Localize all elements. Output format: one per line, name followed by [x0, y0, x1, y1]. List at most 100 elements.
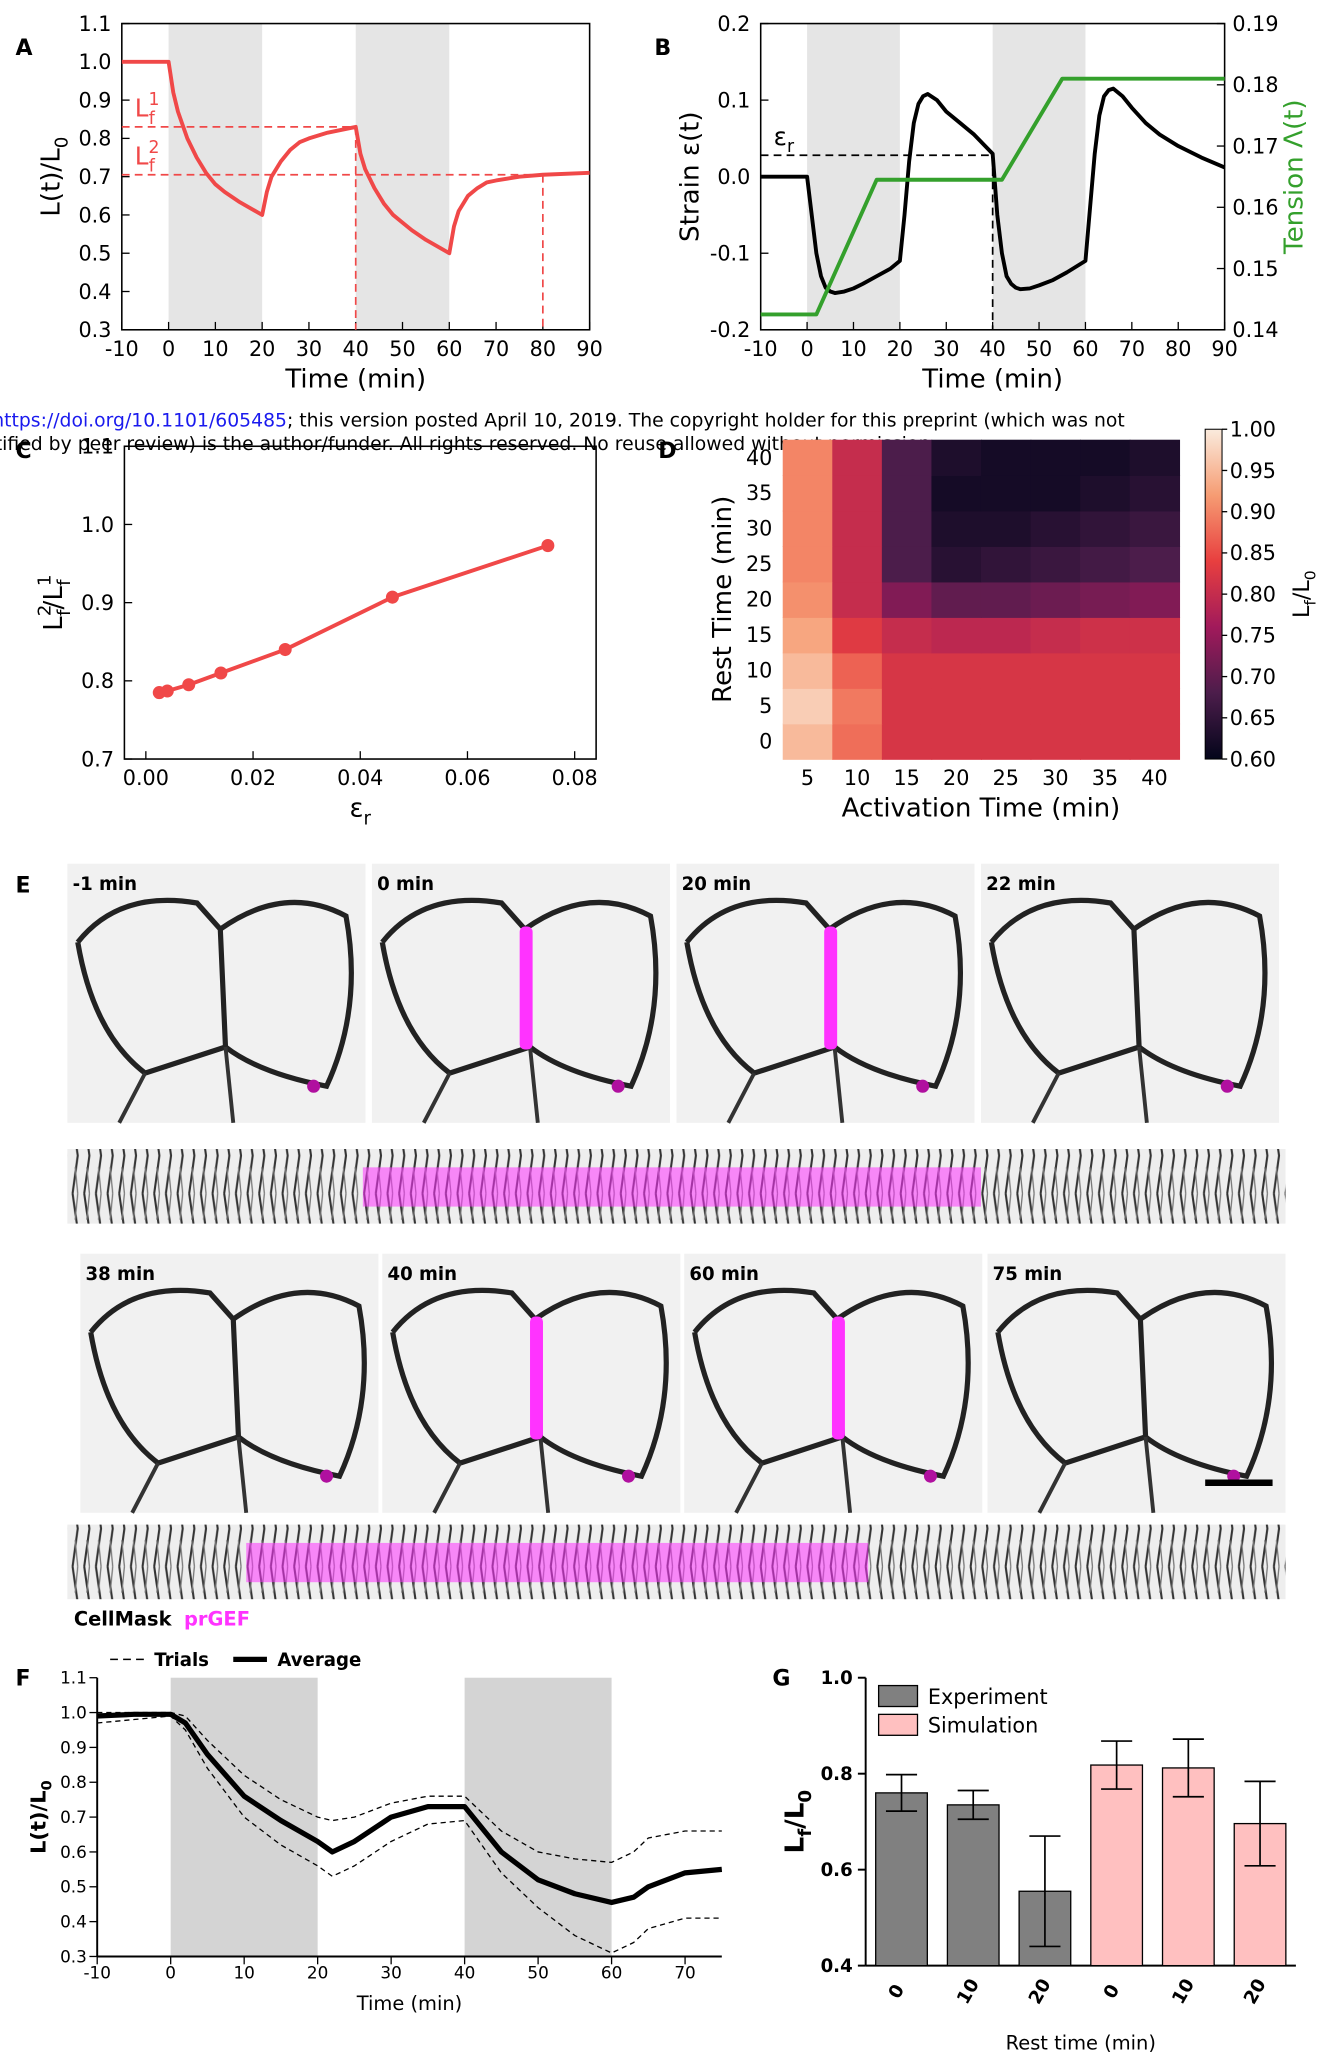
heatmap-cell [1080, 617, 1131, 654]
heatmap-cell [832, 688, 883, 725]
heatmap-cell [881, 723, 933, 760]
cell-outline [1132, 899, 1268, 1090]
reference-label: εr [774, 122, 795, 158]
puncta [1220, 1079, 1234, 1093]
panel-label: G [772, 1665, 790, 1691]
microscopy-frame [980, 863, 1280, 1124]
data-point [278, 643, 292, 657]
x-tick-label: -10 [744, 337, 778, 361]
cell-outline [523, 899, 659, 1090]
doi-link[interactable]: https://doi.org/10.1101/605485 [0, 410, 287, 432]
cell-outline [231, 1289, 367, 1480]
notice-text: ; this version posted April 10, 2019. Th… [287, 410, 1125, 432]
heatmap-cell [931, 652, 982, 689]
heatmap-cell [782, 723, 834, 760]
frame-time: 60 min [689, 1264, 759, 1285]
heatmap-cell [1080, 510, 1131, 547]
cell-outline [218, 899, 354, 1090]
y-tick-label: 35 [746, 481, 772, 505]
y-tick-label: 15 [746, 623, 772, 647]
y-tick-label: 0.8 [81, 669, 114, 693]
reference-label-part: 1 [148, 90, 159, 110]
error-bar [957, 1789, 989, 1821]
panel-label: A [16, 35, 34, 61]
puncta [916, 1079, 930, 1093]
frame-time: 38 min [86, 1264, 156, 1285]
y-axis-label-part: 0 [795, 1790, 816, 1803]
puncta [622, 1469, 635, 1483]
kymograph-signal [362, 1167, 981, 1207]
x-tick-label: 40 [454, 1963, 475, 1983]
heatmap-cell [1129, 546, 1181, 583]
heatmap-cell [980, 688, 1032, 725]
x-axis-label: Time (min) [921, 364, 1063, 394]
puncta [923, 1469, 937, 1483]
x-tick-label: 80 [1165, 337, 1191, 361]
y-axis-label: Rest Time (min) [708, 496, 738, 703]
heatmap-cell [931, 617, 982, 654]
cell-outline [75, 897, 229, 1077]
heatmap-cell [1030, 617, 1081, 654]
heatmap-cell [1030, 546, 1081, 583]
y-tick-label: 0.7 [60, 1807, 87, 1827]
heatmap-cell [980, 723, 1032, 760]
reference-label: L2 f [135, 138, 160, 177]
y2-tick-label: 0.16 [1232, 196, 1278, 220]
shaded-interval [168, 23, 263, 330]
microscopy-frame [684, 1253, 983, 1514]
y-tick-label: 0.5 [60, 1877, 87, 1897]
x-tick-label: 10 [844, 766, 870, 790]
heatmap-cell [782, 546, 834, 583]
y-tick-label: 1.0 [81, 513, 114, 537]
x-tick-label: 30 [933, 337, 959, 361]
x-tick-label: 40 [343, 337, 369, 361]
y-tick-label: 0.9 [81, 591, 114, 615]
y-tick-label: 0.6 [821, 1860, 853, 1881]
y-tick-label: 0.6 [60, 1842, 87, 1862]
error-bar [1244, 1780, 1276, 1867]
y-tick-label: 0.8 [78, 127, 111, 151]
y-tick-label: 25 [746, 552, 772, 576]
colorbar-tick-label: 0.85 [1230, 541, 1276, 565]
heatmap-cell [1030, 723, 1081, 760]
y-tick-label: 30 [746, 517, 772, 541]
data-point [182, 678, 196, 692]
notice-text: tified by peer review) is the author/fun… [0, 433, 936, 455]
heatmap-cell [1129, 652, 1181, 689]
y-tick-label: 0 [759, 730, 772, 754]
y-tick-label: 5 [759, 694, 772, 718]
y-tick-label: 1.0 [821, 1668, 853, 1689]
series-line [760, 86, 1226, 296]
reference-label-part: f [149, 157, 156, 177]
heatmap-cell [1030, 510, 1081, 547]
bar [946, 1804, 1000, 1967]
x-axis-label: Activation Time (min) [842, 793, 1121, 823]
y-axis-label-part: f [54, 579, 75, 586]
heatmap-cell [980, 617, 1032, 654]
y-tick-label: 0.8 [60, 1772, 87, 1792]
y-tick-label: 0.5 [78, 241, 111, 265]
heatmap-cell [931, 581, 982, 618]
heatmap-cell [931, 510, 982, 547]
series-line [97, 1711, 723, 1906]
y-axis-label-part: f [795, 1828, 816, 1837]
puncta [307, 1079, 321, 1093]
x-tick-label: 20 [1240, 1975, 1271, 2008]
colorbar-label-part: f [1302, 600, 1320, 606]
frame-time: 75 min [993, 1264, 1063, 1285]
stain-label: CellMask [74, 1607, 173, 1630]
heatmap-cell [980, 510, 1032, 547]
microscopy-frame [80, 1253, 379, 1514]
heatmap-cell [1080, 546, 1131, 583]
heatmap-cell [1129, 510, 1181, 547]
heatmap-cell [782, 510, 834, 547]
heatmap-cell [1030, 581, 1081, 618]
colorbar-tick-label: 1.00 [1230, 417, 1276, 441]
x-tick-label: 90 [1211, 337, 1237, 361]
cell-outline [117, 1046, 236, 1124]
y-tick-label: 1.0 [78, 50, 111, 74]
x-tick-label: 70 [674, 1963, 695, 1983]
x-tick-label: 5 [801, 766, 814, 790]
heatmap-cell [1030, 439, 1081, 476]
